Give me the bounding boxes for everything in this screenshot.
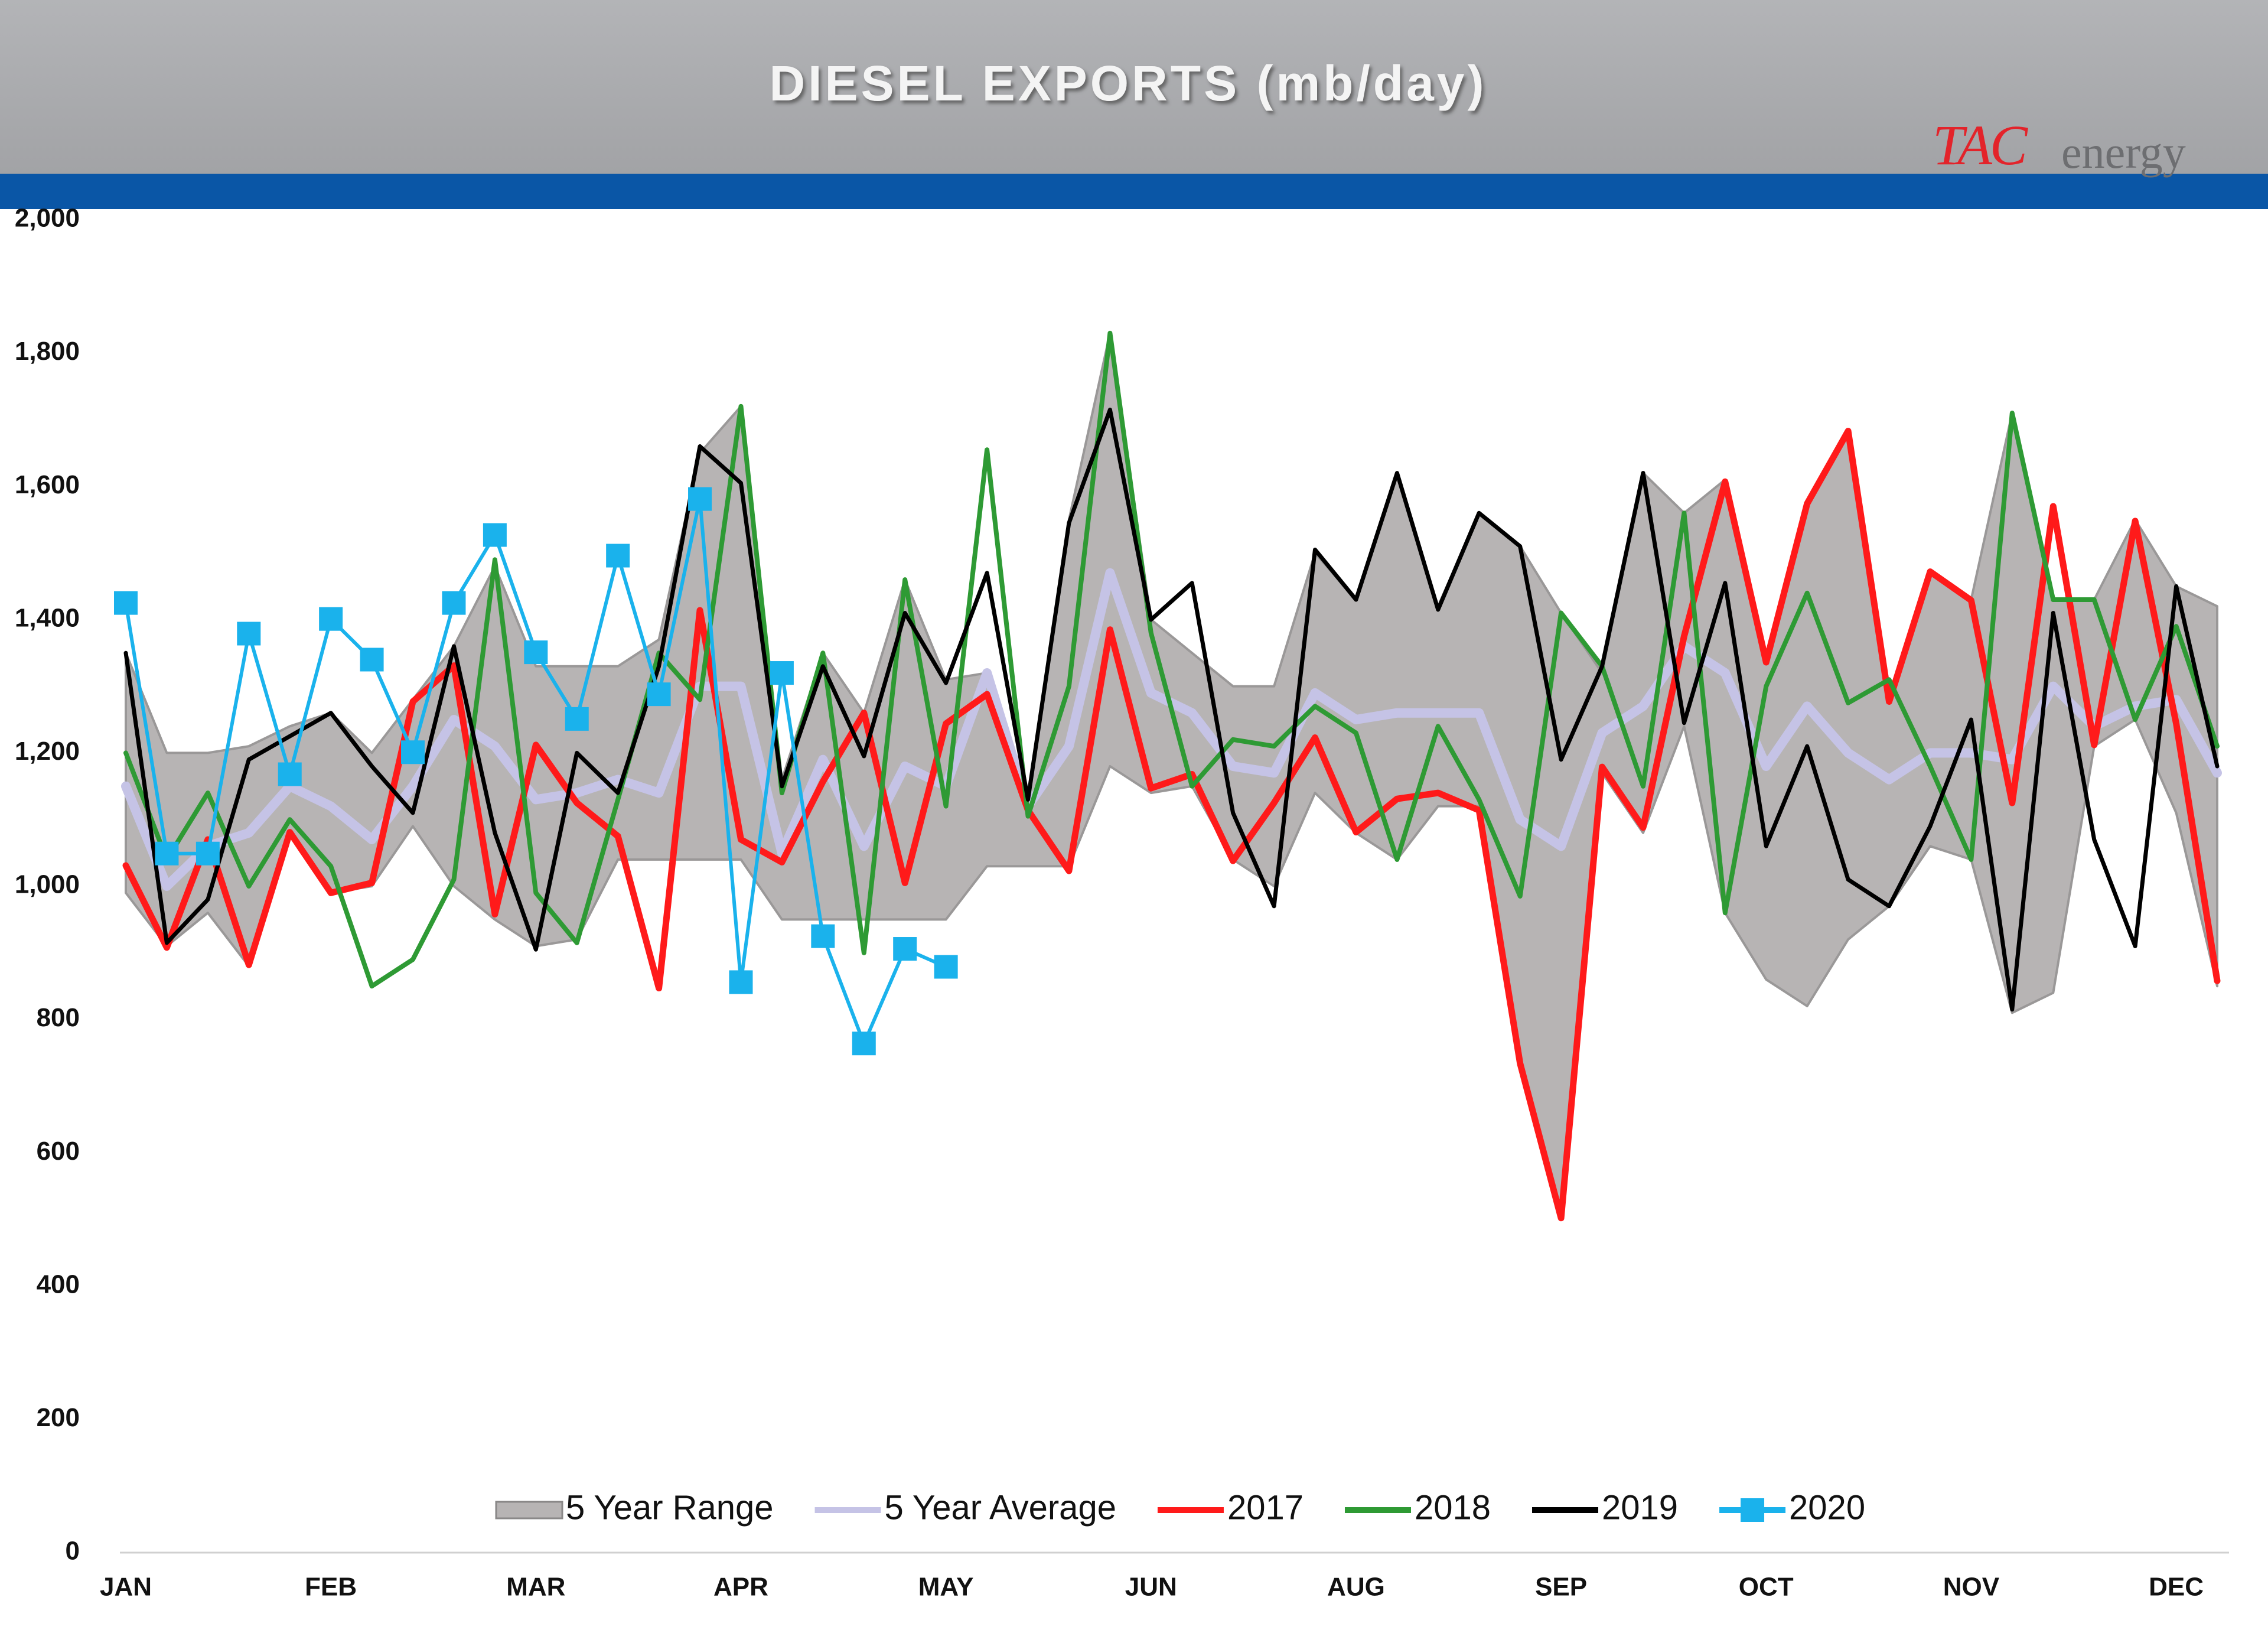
y-tick-label: 600 [37, 1137, 80, 1166]
series-marker [401, 740, 425, 764]
x-tick-label: DEC [2149, 1573, 2204, 1602]
y-tick-label: 1,600 [15, 470, 80, 499]
legend-label: 2017 [1227, 1488, 1304, 1527]
y-tick-label: 2,000 [15, 204, 80, 233]
series-marker [729, 970, 753, 994]
header-band [0, 0, 2268, 174]
series-marker [647, 682, 671, 707]
x-tick-label: JAN [100, 1573, 152, 1602]
legend-label: 2018 [1415, 1488, 1491, 1527]
series-line [122, 428, 2221, 1222]
series-marker [688, 487, 712, 511]
legend-item: 5 Year Average [814, 1488, 1116, 1527]
series-marker [195, 841, 220, 866]
y-tick-label: 1,400 [15, 603, 80, 632]
legend-label: 5 Year Range [566, 1488, 774, 1527]
series-marker [934, 955, 958, 979]
legend-item: 2018 [1344, 1488, 1491, 1527]
series-marker [155, 841, 179, 866]
legend-item: 2017 [1157, 1488, 1304, 1527]
series-marker [524, 640, 548, 665]
x-tick-label: APR [713, 1573, 768, 1602]
x-tick-label: OCT [1739, 1573, 1794, 1602]
y-tick-label: 800 [37, 1003, 80, 1032]
legend-item: 5 Year Range [495, 1488, 774, 1527]
series-marker [852, 1032, 876, 1056]
y-tick-label: 200 [37, 1403, 80, 1432]
series-marker [114, 591, 138, 615]
series-line [123, 408, 2220, 1012]
header-stripe [0, 174, 2268, 209]
series-marker [770, 661, 794, 685]
x-tick-label: NOV [1943, 1573, 2000, 1602]
x-tick-label: AUG [1327, 1573, 1385, 1602]
y-tick-label: 1,000 [15, 870, 80, 899]
x-tick-label: JUN [1125, 1573, 1177, 1602]
y-tick-label: 0 [66, 1537, 80, 1566]
series-marker [811, 924, 835, 948]
legend-label: 2020 [1789, 1488, 1865, 1527]
range-area [125, 331, 2218, 1221]
y-tick-label: 1,200 [15, 737, 80, 766]
series-line [123, 330, 2220, 989]
logo-word: energy [2061, 126, 2186, 178]
legend-marker [1741, 1498, 1765, 1522]
x-tick-label: FEB [305, 1573, 357, 1602]
legend-label: 2019 [1602, 1488, 1678, 1527]
series-marker [565, 707, 589, 731]
x-tick-label: MAY [918, 1573, 974, 1602]
legend-label: 5 Year Average [885, 1488, 1116, 1527]
series-marker [237, 622, 261, 646]
legend-swatch [495, 1501, 563, 1520]
y-tick-label: 1,800 [15, 337, 80, 366]
x-tick-label: MAR [506, 1573, 565, 1602]
legend-item: 2019 [1532, 1488, 1678, 1527]
y-tick-label: 400 [37, 1270, 80, 1299]
series-marker [483, 523, 507, 547]
series-marker [278, 762, 302, 786]
chart-title: DIESEL EXPORTS (mb/day) [770, 56, 1487, 111]
x-tick-label: SEP [1535, 1573, 1587, 1602]
series-marker [360, 648, 384, 672]
series-marker [893, 937, 917, 961]
logo-mark: TAC [1933, 113, 2028, 177]
series-marker [442, 591, 466, 615]
legend-item: 2020 [1719, 1488, 1865, 1527]
series-marker [319, 607, 343, 631]
series-marker [606, 544, 630, 568]
